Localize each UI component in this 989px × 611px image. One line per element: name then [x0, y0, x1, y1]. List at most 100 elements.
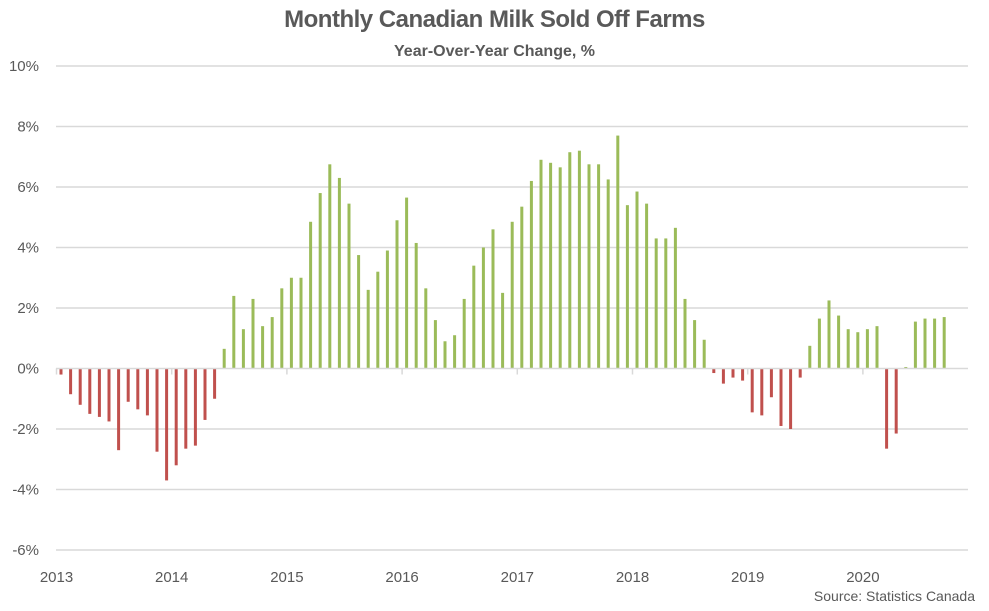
- bar: [885, 368, 889, 449]
- bar: [750, 368, 754, 413]
- bar: [539, 159, 543, 369]
- y-tick-label: -2%: [12, 421, 39, 438]
- x-tick-label: 2018: [616, 569, 649, 586]
- bar: [280, 288, 284, 369]
- bar: [405, 197, 409, 369]
- bar: [462, 298, 466, 369]
- bars: [59, 135, 946, 481]
- y-tick-label: 10%: [9, 58, 39, 75]
- bar: [117, 368, 121, 451]
- bar: [261, 326, 265, 369]
- bar: [251, 298, 255, 369]
- chart-title: Monthly Canadian Milk Sold Off Farms: [284, 6, 705, 33]
- bar: [289, 277, 293, 369]
- bar: [347, 203, 351, 369]
- bar: [654, 238, 658, 369]
- bar: [270, 317, 274, 369]
- bar: [241, 329, 245, 369]
- x-tick-label: 2013: [40, 569, 73, 586]
- bar: [337, 177, 341, 369]
- x-tick-label: 2016: [385, 569, 418, 586]
- bar: [318, 193, 322, 369]
- bar: [501, 292, 505, 369]
- bar: [549, 162, 553, 369]
- bar: [712, 368, 716, 374]
- bar: [174, 368, 178, 466]
- x-tick-label: 2017: [501, 569, 534, 586]
- bar: [597, 164, 601, 369]
- bar: [357, 255, 361, 369]
- y-tick-label: 0%: [17, 361, 39, 378]
- bar: [837, 315, 841, 369]
- bar: [433, 320, 437, 369]
- bar: [309, 221, 313, 369]
- bar: [155, 368, 159, 452]
- y-tick-label: -4%: [12, 482, 39, 499]
- bar: [69, 368, 73, 395]
- source-note: Source: Statistics Canada: [813, 588, 975, 604]
- bar: [664, 238, 668, 369]
- bar: [683, 298, 687, 369]
- y-tick-label: 8%: [17, 119, 39, 136]
- bar: [328, 164, 332, 369]
- bar: [702, 339, 706, 369]
- bar: [136, 368, 140, 410]
- bar: [894, 368, 898, 434]
- bar: [184, 368, 188, 449]
- bar: [472, 265, 476, 369]
- bar: [789, 368, 793, 429]
- bar: [193, 368, 197, 446]
- bar: [875, 326, 879, 369]
- bar: [222, 348, 226, 369]
- bar: [904, 366, 908, 369]
- bar: [203, 368, 207, 420]
- y-tick-label: 2%: [17, 300, 39, 317]
- bar: [913, 321, 917, 369]
- bar: [923, 318, 927, 369]
- bar: [606, 179, 610, 369]
- x-axis: 2013 2014 2015 2016 2017 2018 2019 2020: [40, 367, 968, 586]
- bar: [165, 368, 169, 481]
- bar: [856, 332, 860, 369]
- bar: [376, 271, 380, 369]
- bar: [395, 220, 399, 369]
- bar: [59, 368, 63, 375]
- y-axis: -6% -4% -2% 0% 2% 4% 6% 8% 10%: [9, 58, 39, 559]
- x-tick-label: 2014: [155, 569, 188, 586]
- bar: [568, 152, 572, 369]
- bar: [635, 191, 639, 369]
- bar: [817, 318, 821, 369]
- bar: [424, 288, 428, 369]
- bar: [645, 203, 649, 369]
- bar: [78, 368, 82, 405]
- bar: [577, 150, 581, 369]
- bar: [760, 368, 764, 416]
- y-tick-label: 4%: [17, 240, 39, 257]
- bar: [299, 277, 303, 369]
- chart-subtitle: Year-Over-Year Change, %: [394, 43, 595, 60]
- bar: [107, 368, 111, 422]
- bar: [865, 329, 869, 369]
- bar: [741, 368, 745, 381]
- bar: [673, 227, 677, 369]
- bar: [88, 368, 92, 414]
- bar: [846, 329, 850, 369]
- bar: [520, 206, 524, 369]
- y-tick-label: 6%: [17, 179, 39, 196]
- bar: [808, 345, 812, 369]
- bar: [798, 368, 802, 378]
- bar: [942, 317, 946, 369]
- bar: [366, 289, 370, 369]
- bar: [731, 368, 735, 378]
- bar: [933, 318, 937, 369]
- bar: [385, 250, 389, 369]
- bar: [587, 164, 591, 369]
- bar: [510, 221, 514, 369]
- x-tick-label: 2015: [270, 569, 303, 586]
- bar: [97, 368, 101, 417]
- bar: [491, 229, 495, 369]
- bar: [453, 335, 457, 369]
- bar: [625, 205, 629, 369]
- bar: [443, 341, 447, 369]
